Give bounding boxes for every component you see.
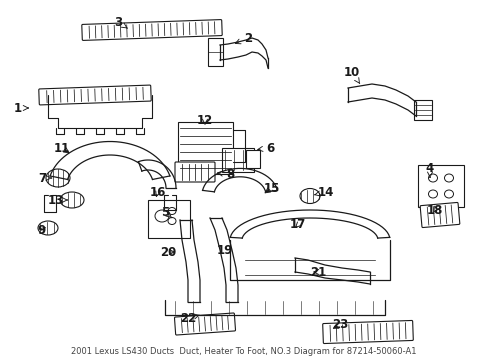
Text: 22: 22 [180,311,199,324]
Text: 9: 9 [38,224,46,237]
FancyBboxPatch shape [322,320,412,343]
Text: 20: 20 [160,246,176,258]
Text: 3: 3 [114,15,127,28]
Text: 11: 11 [54,141,70,154]
Text: 2001 Lexus LS430 Ducts  Duct, Heater To Foot, NO.3 Diagram for 87214-50060-A1: 2001 Lexus LS430 Ducts Duct, Heater To F… [71,347,416,356]
Text: 8: 8 [217,168,234,181]
FancyBboxPatch shape [39,85,151,105]
Ellipse shape [427,190,437,198]
Bar [417,165,463,207]
Bar [207,38,223,66]
Text: 10: 10 [343,66,359,84]
Ellipse shape [168,217,176,225]
Bar [245,150,260,168]
Ellipse shape [299,189,319,203]
Ellipse shape [46,169,70,187]
Text: 4: 4 [425,162,433,177]
Bar [222,148,253,172]
Ellipse shape [155,210,169,222]
Text: 14: 14 [314,185,333,198]
Text: 2: 2 [235,31,251,45]
Text: 15: 15 [263,181,280,194]
Bar [178,122,232,174]
Text: 6: 6 [257,141,274,154]
FancyBboxPatch shape [174,313,235,335]
Ellipse shape [38,221,58,235]
Bar [413,100,431,120]
Text: 21: 21 [309,266,325,279]
Bar [148,200,190,238]
Text: 16: 16 [149,185,166,198]
Ellipse shape [444,190,452,198]
Ellipse shape [427,174,437,182]
FancyBboxPatch shape [81,19,222,40]
Ellipse shape [60,192,84,208]
Ellipse shape [444,174,452,182]
FancyBboxPatch shape [419,202,459,228]
FancyBboxPatch shape [175,162,215,182]
Text: 18: 18 [426,203,442,216]
Text: 19: 19 [216,243,233,256]
Text: 12: 12 [197,113,213,126]
Text: 7: 7 [38,171,52,184]
Text: 1: 1 [14,102,28,114]
Text: 23: 23 [331,319,347,332]
Text: 17: 17 [289,219,305,231]
Text: 5: 5 [161,206,172,219]
Ellipse shape [168,207,176,215]
Text: 13: 13 [48,194,67,207]
